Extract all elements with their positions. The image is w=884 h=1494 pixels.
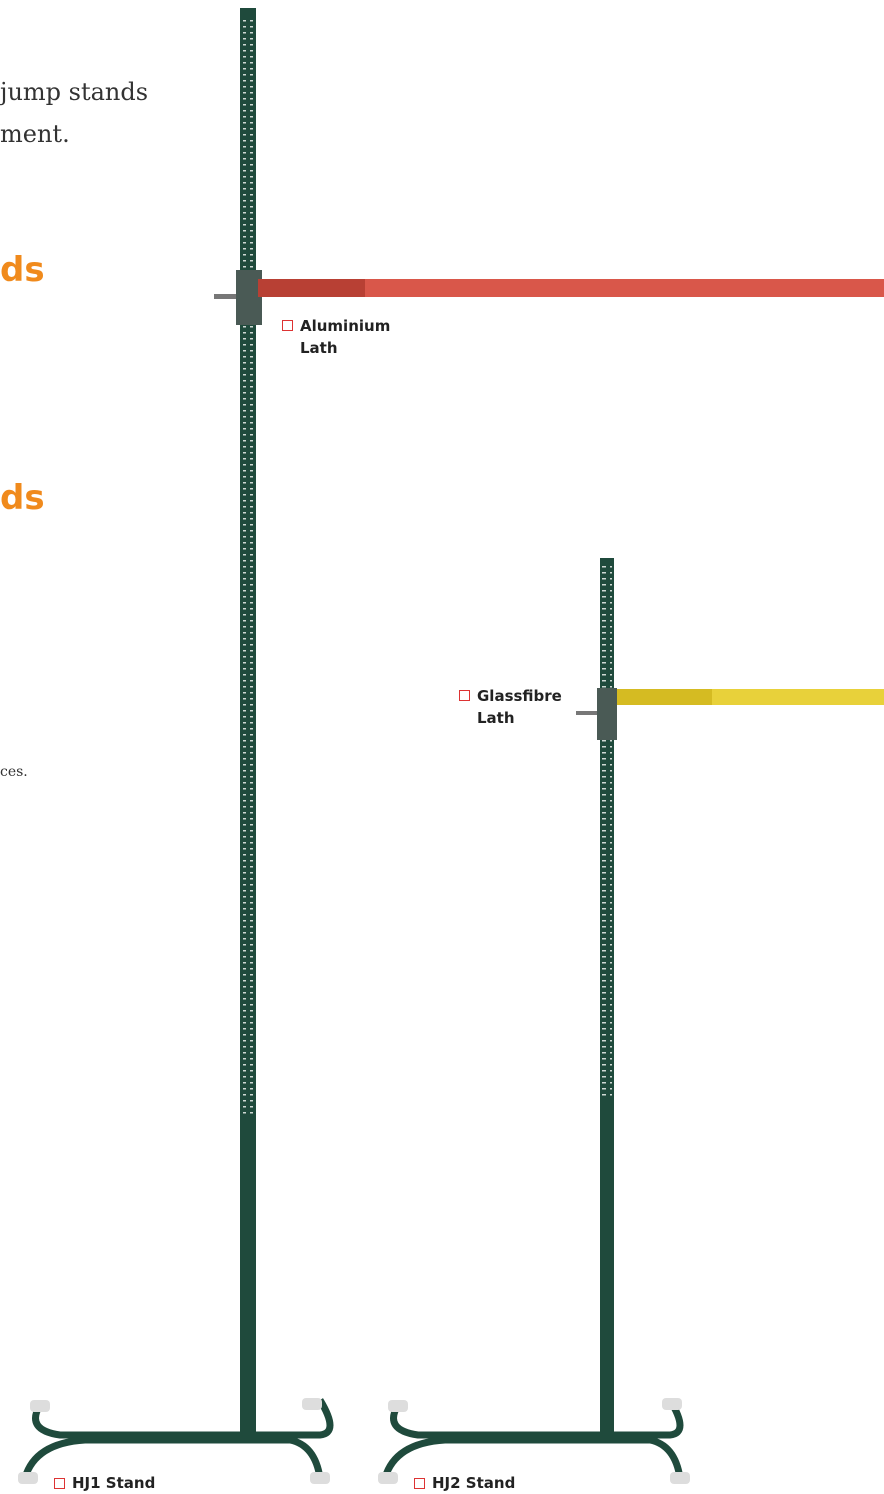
label: Aluminium xyxy=(300,317,391,335)
icon xyxy=(459,690,470,701)
icon xyxy=(54,1478,65,1489)
intro-text: ment. xyxy=(0,120,70,148)
heading: ds xyxy=(0,250,45,290)
label: HJ2 Stand xyxy=(432,1474,516,1492)
heading: ds xyxy=(0,478,45,518)
intro-text: jump stands xyxy=(0,78,149,106)
label: Glassfibre xyxy=(477,687,562,705)
label: HJ1 Stand xyxy=(72,1474,156,1492)
hj1-stand xyxy=(18,8,884,1484)
icon xyxy=(282,320,293,331)
hj2-stand xyxy=(378,558,884,1484)
label: Lath xyxy=(477,709,515,727)
note: ces. xyxy=(0,764,28,780)
icon xyxy=(414,1478,425,1489)
label: Lath xyxy=(300,339,338,357)
